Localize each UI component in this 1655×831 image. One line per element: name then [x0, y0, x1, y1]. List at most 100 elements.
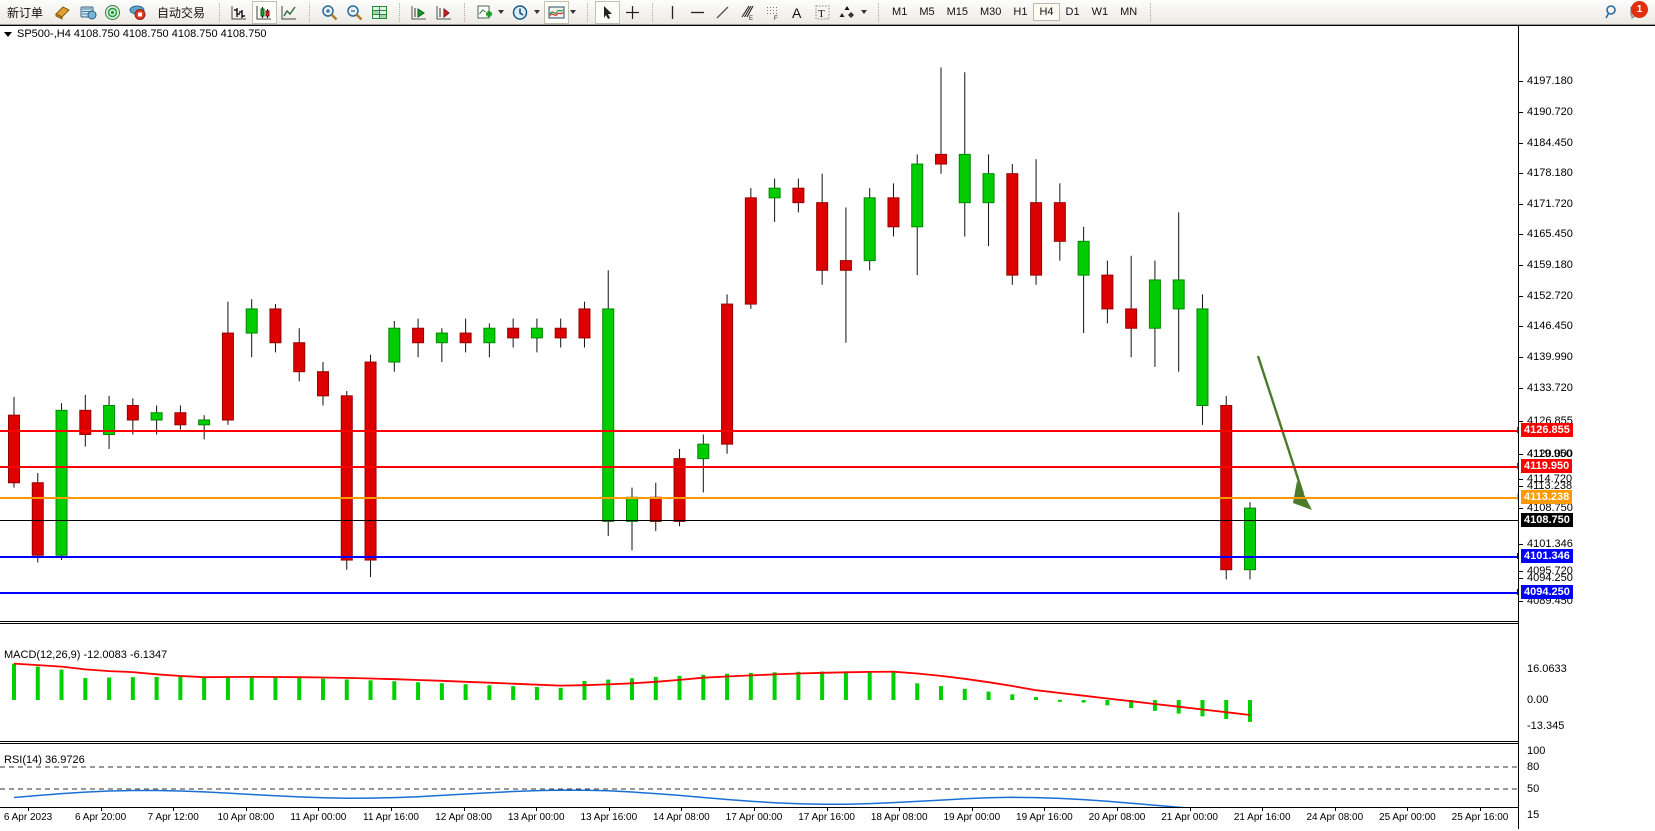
data-window-icon[interactable]	[75, 1, 100, 24]
time-axis-tick-label: 17 Apr 00:00	[725, 812, 783, 823]
add-indicator-caret-icon[interactable]	[498, 10, 505, 14]
price-axis-tick-label: 4184.450	[1527, 136, 1573, 149]
cursor-icon[interactable]	[595, 0, 621, 24]
new-order-button[interactable]: 新订单	[0, 1, 50, 24]
macd-histogram-bar	[487, 685, 492, 700]
trendline-icon[interactable]	[710, 1, 735, 24]
time-axis-tick	[245, 808, 247, 811]
autotrading-button[interactable]: 自动交易	[150, 1, 212, 24]
fibonacci-icon[interactable]: E	[735, 1, 760, 24]
time-axis-tick-label: 21 Apr 00:00	[1161, 812, 1218, 823]
period-caret-icon[interactable]	[534, 10, 541, 14]
timeframe-m30[interactable]: M30	[980, 6, 1002, 18]
macd-histogram-bar	[843, 671, 848, 700]
price-plot-area[interactable]	[0, 26, 1518, 829]
shapes-caret-icon[interactable]	[861, 10, 868, 14]
price-axis-tick-label: 4094.250	[1527, 572, 1573, 585]
search-icon[interactable]	[1600, 1, 1625, 24]
text-label-icon[interactable]: T	[810, 1, 835, 24]
vertical-line-icon[interactable]	[660, 1, 685, 24]
price-axis-tick	[1519, 264, 1523, 266]
price-axis-tick-label: 4152.720	[1527, 289, 1573, 302]
price-axis[interactable]: 4197.180 4190.720 4184.450 4178.180 4171.720…	[1518, 26, 1655, 829]
time-axis-tick-label: 11 Apr 00:00	[290, 812, 347, 823]
macd-histogram-bar	[1248, 700, 1252, 722]
macd-histogram-bar	[701, 674, 706, 700]
crosshair-icon[interactable]	[620, 1, 645, 24]
zoom-out-icon[interactable]	[342, 1, 367, 24]
macd-histogram-bar	[392, 681, 397, 700]
zoom-in-icon[interactable]	[317, 1, 342, 24]
add-indicator-icon[interactable]	[472, 1, 497, 24]
price-tag-resistance-1[interactable]: 4126.855	[1521, 423, 1573, 437]
price-tag-resistance-2[interactable]: 4119.950	[1521, 459, 1573, 473]
price-axis-tick	[1519, 486, 1523, 488]
macd-histogram-bar	[1129, 700, 1134, 709]
toolbar-separator-5	[584, 2, 591, 22]
time-axis-tick-label: 7 Apr 12:00	[147, 812, 199, 823]
grid-icon[interactable]	[367, 1, 392, 24]
time-axis-tick	[1044, 808, 1046, 811]
price-tag-support-2[interactable]: 4094.250	[1521, 585, 1573, 599]
time-axis-tick	[754, 808, 755, 811]
macd-histogram-bar	[12, 663, 16, 700]
time-axis-tick	[681, 808, 683, 811]
time-axis-tick	[826, 808, 828, 811]
candle-body	[31, 482, 44, 556]
time-axis-tick	[1334, 808, 1336, 811]
bearish-arrow-annotation	[1256, 355, 1312, 510]
toolbar-separator-6	[649, 2, 656, 22]
timeframe-h1[interactable]: H1	[1013, 6, 1028, 18]
autotrading-icon[interactable]	[125, 1, 150, 24]
templates-icon[interactable]	[544, 0, 570, 24]
candle-body	[1053, 202, 1066, 242]
macd-histogram-bar	[154, 676, 159, 700]
bar-chart-icon[interactable]	[227, 1, 252, 24]
candlestick-series	[8, 67, 1312, 580]
price-axis-tick	[1519, 326, 1523, 328]
channel-icon[interactable]: F	[760, 1, 785, 24]
rsi-axis-tick-label: 50	[1527, 783, 1540, 795]
navigator-icon[interactable]	[100, 1, 125, 24]
price-tag-pivot[interactable]: 4113.238	[1521, 490, 1573, 504]
macd-pane-inner-border	[0, 623, 1518, 624]
shapes-icon[interactable]	[835, 1, 860, 24]
time-axis-tick-label: 6 Apr 20:00	[75, 812, 127, 823]
shift-start-icon[interactable]	[407, 1, 432, 24]
timeframe-mn[interactable]: MN	[1120, 6, 1138, 18]
toolbar-separator-2	[306, 2, 313, 22]
text-icon[interactable]: A	[785, 1, 810, 24]
timeframe-m15[interactable]: M15	[946, 6, 968, 18]
time-axis-tick	[1407, 808, 1409, 811]
candle-body	[744, 197, 757, 305]
timeframe-d1[interactable]: D1	[1065, 6, 1080, 18]
horizontal-line-icon[interactable]	[685, 1, 710, 24]
time-axis-tick-label: 21 Apr 16:00	[1233, 812, 1291, 823]
shift-end-icon[interactable]	[432, 1, 457, 24]
price-axis-tick	[1519, 543, 1523, 545]
candle-body	[1196, 308, 1209, 407]
chart-menu-icon[interactable]	[4, 31, 12, 37]
timeframe-w1[interactable]: W1	[1091, 6, 1109, 18]
chart-window[interactable]: SP500-,H4 4108.750 4108.750 4108.750 410…	[0, 25, 1655, 829]
macd-histogram-bar	[630, 678, 634, 700]
templates-caret-icon[interactable]	[570, 10, 577, 14]
line-chart-icon[interactable]	[277, 1, 302, 24]
price-axis-tick-label: 4165.450	[1527, 228, 1573, 241]
candle-body	[483, 327, 496, 344]
time-axis-tick-label: 12 Apr 08:00	[435, 812, 492, 823]
expert-advisor-icon[interactable]	[50, 1, 75, 24]
timeframe-m5[interactable]: M5	[919, 6, 935, 18]
time-axis-tick-label: 10 Apr 08:00	[217, 812, 275, 823]
timeframe-m1[interactable]: M1	[892, 6, 908, 18]
price-axis-tick-label: 4120.000	[1527, 447, 1573, 460]
period-icon[interactable]	[508, 1, 533, 24]
candle-body	[1077, 240, 1090, 276]
macd-histogram-bar	[939, 686, 943, 700]
price-axis-tick-label: 4114.720	[1527, 473, 1573, 486]
candlestick-chart-icon[interactable]	[252, 0, 278, 24]
timeframe-h4[interactable]: H4	[1033, 3, 1060, 21]
price-axis-tick-label: 4108.750	[1527, 502, 1573, 515]
price-axis-tick	[1519, 387, 1523, 389]
price-tag-support-1[interactable]: 4101.346	[1521, 549, 1573, 563]
